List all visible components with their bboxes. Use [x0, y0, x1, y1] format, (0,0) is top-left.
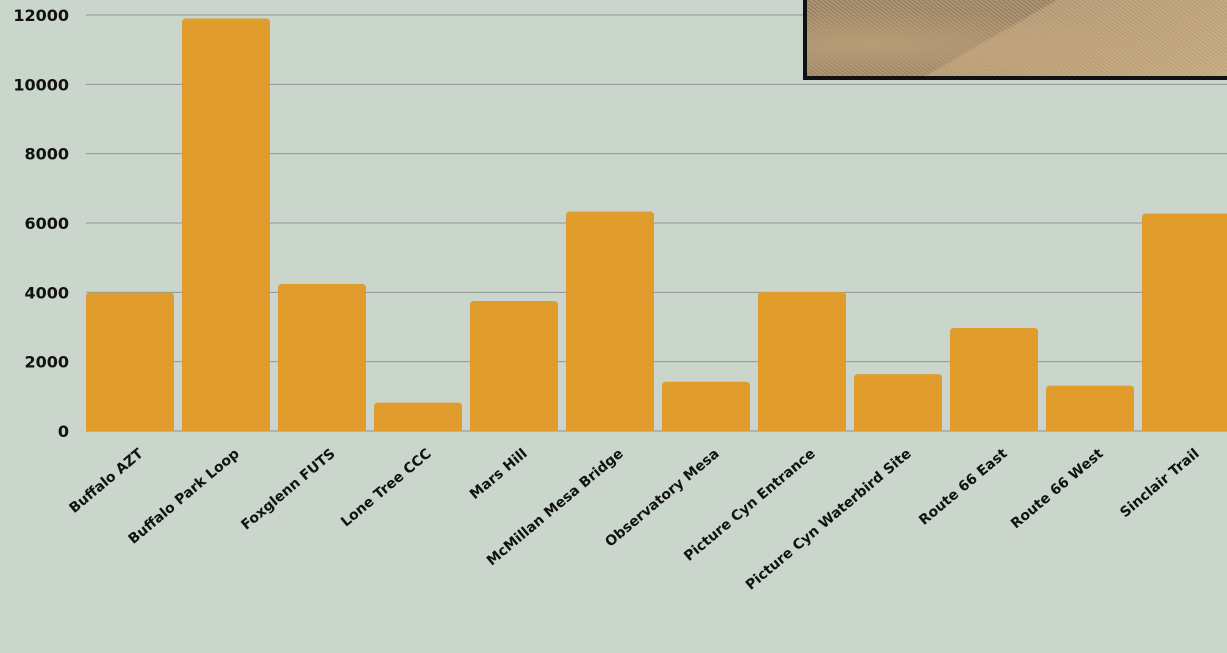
bar-buffalo-park-loop [182, 18, 270, 431]
x-tick-label: Picture Cyn Waterbird Site [743, 446, 915, 594]
y-tick-label: 0 [58, 422, 69, 441]
x-tick-label: Route 66 East [916, 446, 1011, 529]
x-tick-label: Foxglenn FUTS [238, 446, 338, 534]
y-tick-label: 6000 [24, 214, 69, 233]
bar-buffalo-azt [86, 292, 174, 431]
gridlines [86, 14, 1227, 432]
y-tick-label: 8000 [24, 145, 69, 164]
y-axis-ticks: 0 2000 4000 6000 8000 10000 12000 [13, 6, 69, 441]
bar-picture-cyn-waterbird-site [854, 374, 942, 431]
x-tick-label: Lone Tree CCC [338, 446, 434, 531]
bar-mcmillan-mesa-bridge [566, 211, 654, 431]
bar-route-66-east [950, 328, 1038, 431]
bar-route-66-west [1046, 385, 1134, 431]
bar-observatory-mesa [662, 381, 750, 431]
bar-lone-tree-ccc [374, 402, 462, 431]
y-tick-label: 2000 [24, 353, 69, 372]
bar-sinclair-trail [1142, 213, 1227, 431]
bars [86, 18, 1227, 431]
gravel-photo-inset [803, 0, 1227, 80]
x-tick-label: Mars Hill [467, 446, 531, 503]
x-tick-label: Route 66 West [1008, 446, 1107, 533]
x-tick-label: Buffalo Park Loop [126, 446, 243, 548]
bar-mars-hill [470, 301, 558, 431]
y-tick-label: 12000 [13, 6, 69, 25]
x-tick-label: Buffalo AZT [66, 446, 147, 517]
bar-picture-cyn-entrance [758, 291, 846, 431]
y-tick-label: 10000 [13, 75, 69, 94]
bar-foxglenn-futs [278, 284, 366, 431]
y-tick-label: 4000 [24, 283, 69, 302]
x-tick-label: Sinclair Trail [1117, 446, 1202, 521]
